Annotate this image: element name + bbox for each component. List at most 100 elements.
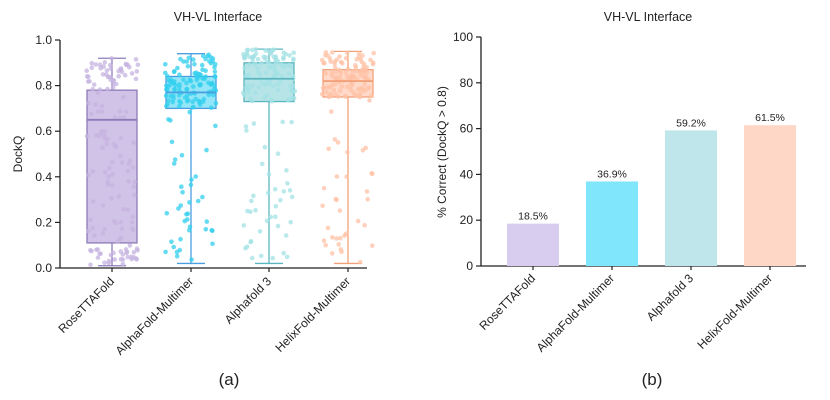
data-point-helixfold-multimer: [350, 69, 356, 74]
data-point-alphafold-multimer: [212, 69, 218, 74]
data-point-rosettafold: [124, 250, 129, 256]
data-point-rosettafold: [109, 159, 115, 165]
data-point-rosettafold: [90, 225, 96, 231]
data-point-rosettafold: [88, 262, 93, 268]
chart-a-category-label: Alphafold 3: [222, 274, 275, 327]
data-point-helixfold-multimer: [370, 243, 375, 248]
data-point-rosettafold: [111, 218, 117, 224]
data-point-rosettafold: [121, 94, 126, 100]
data-point-rosettafold: [131, 250, 137, 255]
data-point-alphafold-multimer: [168, 77, 174, 83]
bar-value-label-helixfold-multimer: 61.5%: [755, 112, 785, 124]
data-point-helixfold-multimer: [321, 185, 327, 191]
data-point-rosettafold: [105, 86, 110, 92]
data-point-rosettafold: [97, 62, 103, 67]
data-point-alphafold-3: [273, 214, 278, 220]
data-point-alphafold-multimer: [191, 57, 196, 62]
data-point-alphafold-multimer: [201, 96, 207, 102]
data-point-rosettafold: [133, 57, 139, 62]
data-point-rosettafold: [134, 257, 139, 262]
data-point-alphafold-multimer: [163, 62, 168, 67]
data-point-alphafold-3: [248, 239, 253, 245]
data-point-alphafold-multimer: [211, 92, 216, 98]
data-point-alphafold-multimer: [189, 177, 194, 182]
data-point-alphafold-3: [253, 51, 259, 56]
data-point-helixfold-multimer: [349, 83, 354, 89]
data-point-rosettafold: [109, 183, 115, 188]
bar-value-label-rosettafold: 18.5%: [518, 211, 548, 223]
data-point-helixfold-multimer: [359, 86, 365, 91]
data-point-alphafold-multimer: [174, 253, 180, 259]
bar-helixfold-multimer: [744, 125, 796, 266]
data-point-alphafold-multimer: [179, 153, 185, 158]
data-point-helixfold-multimer: [343, 55, 349, 61]
data-point-helixfold-multimer: [337, 88, 343, 94]
data-point-rosettafold: [122, 72, 128, 78]
data-point-helixfold-multimer: [367, 98, 372, 103]
data-point-helixfold-multimer: [332, 65, 338, 71]
data-point-alphafold-multimer: [171, 69, 177, 75]
data-point-alphafold-multimer: [172, 157, 178, 162]
data-point-alphafold-3: [272, 186, 278, 192]
data-point-alphafold-multimer: [178, 236, 183, 242]
data-point-alphafold-3: [262, 144, 268, 150]
data-point-alphafold-3: [241, 223, 247, 228]
data-point-rosettafold: [127, 243, 133, 248]
data-point-alphafold-multimer: [184, 212, 189, 217]
data-point-alphafold-3: [285, 181, 290, 186]
data-point-rosettafold: [91, 82, 97, 87]
data-point-alphafold-3: [263, 48, 268, 53]
data-point-rosettafold: [108, 62, 113, 68]
data-point-rosettafold: [84, 133, 90, 139]
data-point-alphafold-multimer: [200, 194, 205, 200]
data-point-alphafold-multimer: [166, 98, 171, 103]
data-point-alphafold-3: [250, 47, 255, 53]
data-point-helixfold-multimer: [319, 91, 325, 97]
chart-b-y-tick-label: 40: [460, 167, 474, 181]
data-point-alphafold-3: [286, 71, 292, 76]
data-point-rosettafold: [84, 68, 89, 73]
data-point-alphafold-multimer: [179, 184, 184, 189]
data-point-rosettafold: [108, 66, 114, 71]
data-point-alphafold-multimer: [193, 96, 198, 102]
data-point-rosettafold: [100, 231, 106, 236]
chart-a-panel-label: (a): [219, 370, 240, 389]
data-point-alphafold-multimer: [193, 70, 199, 75]
data-point-alphafold-multimer: [171, 244, 176, 250]
data-point-helixfold-multimer: [321, 238, 327, 243]
data-point-helixfold-multimer: [337, 54, 342, 59]
data-point-alphafold-multimer: [210, 241, 215, 247]
bar-value-label-alphafold-multimer: 36.9%: [597, 168, 627, 180]
data-point-helixfold-multimer: [331, 87, 337, 93]
data-point-rosettafold: [106, 174, 111, 179]
data-point-rosettafold: [132, 179, 137, 185]
data-point-rosettafold: [131, 184, 137, 189]
data-point-rosettafold: [112, 115, 118, 120]
data-point-helixfold-multimer: [369, 171, 374, 176]
data-point-alphafold-multimer: [204, 219, 210, 224]
data-point-helixfold-multimer: [365, 197, 371, 202]
data-point-rosettafold: [86, 100, 92, 106]
data-point-alphafold-multimer: [206, 52, 211, 57]
data-point-alphafold-3: [270, 83, 276, 89]
data-point-alphafold-3: [291, 96, 297, 101]
chart-a-category-label: RoseTTAFold: [56, 274, 118, 336]
data-point-helixfold-multimer: [325, 225, 331, 231]
data-point-alphafold-3: [283, 233, 289, 238]
data-point-alphafold-multimer: [199, 62, 205, 68]
chart-a-y-tick-label: 0.2: [35, 215, 52, 229]
chart-a-y-tick-label: 0.8: [35, 79, 52, 93]
data-point-helixfold-multimer: [330, 74, 336, 79]
data-point-helixfold-multimer: [334, 197, 339, 203]
data-point-alphafold-multimer: [203, 56, 208, 62]
data-point-rosettafold: [117, 115, 123, 120]
data-point-alphafold-multimer: [209, 105, 214, 110]
chart-b-y-axis-label: % Correct (DockQ > 0.8): [435, 86, 449, 218]
data-point-alphafold-multimer: [165, 73, 170, 79]
data-point-helixfold-multimer: [343, 231, 349, 236]
data-point-rosettafold: [97, 251, 102, 256]
data-point-rosettafold: [129, 71, 135, 76]
data-point-helixfold-multimer: [327, 56, 333, 61]
data-point-alphafold-3: [245, 83, 251, 88]
